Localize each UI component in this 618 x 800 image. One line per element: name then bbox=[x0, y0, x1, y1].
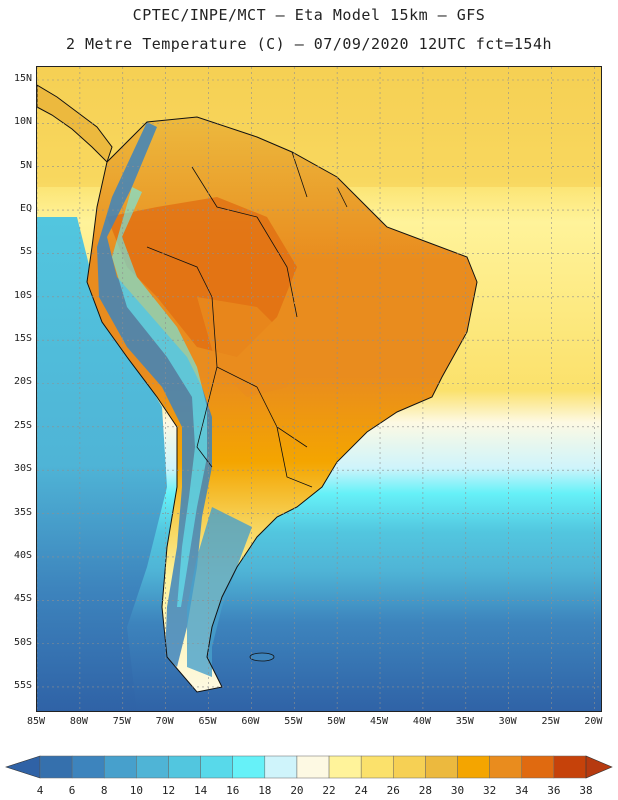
lon-tick-label: 55W bbox=[284, 716, 303, 727]
colorbar-segment bbox=[103, 755, 137, 779]
graticule bbox=[37, 67, 601, 711]
lon-tick-label: 40W bbox=[412, 716, 431, 727]
lon-tick-label: 45W bbox=[369, 716, 389, 727]
colorbar-segment bbox=[168, 755, 201, 779]
temperature-map[interactable] bbox=[36, 66, 602, 712]
lon-tick-label: 60W bbox=[241, 716, 260, 727]
colorbar-tick-label: 22 bbox=[322, 784, 336, 797]
colorbar-tick-label: 4 bbox=[36, 784, 44, 797]
lat-tick-label: 55S bbox=[13, 679, 32, 691]
lon-tick-label: 80W bbox=[69, 716, 88, 727]
lon-tick-label: 85W bbox=[26, 716, 46, 727]
colorbar-segment bbox=[136, 755, 169, 779]
colorbar-segment bbox=[360, 755, 394, 779]
pacific-field bbox=[37, 217, 167, 711]
map-canvas bbox=[37, 67, 601, 711]
colorbar-tick-label: 6 bbox=[68, 784, 76, 797]
lat-tick-label: 10S bbox=[13, 289, 32, 301]
colorbar bbox=[5, 755, 613, 779]
colorbar-segment bbox=[264, 755, 298, 779]
colorbar-tick-label: 20 bbox=[290, 784, 304, 797]
lat-tick-label: 45S bbox=[13, 593, 32, 605]
colorbar-tick-label: 14 bbox=[193, 784, 208, 797]
lat-tick-label: 25S bbox=[13, 419, 32, 431]
andes-cold-band bbox=[97, 122, 212, 667]
colorbar-segment bbox=[425, 755, 458, 779]
colorbar-high-arrow bbox=[585, 755, 613, 779]
colorbar-segment bbox=[296, 755, 330, 779]
chart-title: CPTEC/INPE/MCT – Eta Model 15km – GFS bbox=[132, 6, 486, 24]
colorbar-low-arrow bbox=[5, 755, 41, 779]
lon-tick-label: 35W bbox=[455, 716, 474, 727]
colorbar-segment bbox=[393, 755, 426, 779]
lon-tick-label: 20W bbox=[584, 716, 603, 727]
colorbar-tick-label: 38 bbox=[579, 784, 593, 797]
lat-tick-label: 30S bbox=[13, 463, 32, 475]
lon-tick-label: 70W bbox=[155, 716, 174, 727]
central-america bbox=[37, 84, 113, 163]
colorbar-tick-label: 32 bbox=[483, 784, 497, 797]
colorbar-tick-label: 36 bbox=[547, 784, 561, 797]
colorbar-tick-label: 10 bbox=[129, 784, 143, 797]
lat-tick-label: 15S bbox=[13, 333, 32, 345]
lat-tick-label: 20S bbox=[13, 376, 32, 388]
colorbar-tick-label: 26 bbox=[386, 784, 400, 797]
colorbar-segment bbox=[489, 755, 523, 779]
lat-tick-label: 5S bbox=[19, 246, 32, 258]
colorbar-segment bbox=[328, 755, 362, 779]
lat-tick-label: 15N bbox=[13, 73, 32, 84]
central-hotspot bbox=[197, 297, 297, 397]
lon-tick-label: 50W bbox=[327, 716, 346, 727]
colorbar-tick-label: 12 bbox=[161, 784, 176, 797]
lat-tick-label: 40S bbox=[13, 549, 32, 561]
colorbar-tick-label: 30 bbox=[450, 784, 465, 797]
colorbar-segment bbox=[200, 755, 233, 779]
colorbar-tick-label: 16 bbox=[226, 784, 240, 797]
lat-tick-label: 10N bbox=[13, 116, 32, 128]
colorbar-tick-label: 8 bbox=[100, 784, 108, 797]
lon-tick-label: 75W bbox=[112, 716, 131, 727]
lat-tick-label: 50S bbox=[13, 636, 32, 648]
colorbar-tick-label: 28 bbox=[418, 784, 433, 797]
falkland-islands bbox=[249, 652, 275, 662]
colorbar-segment bbox=[457, 755, 490, 779]
lat-tick-label: EQ bbox=[19, 203, 32, 215]
coastline bbox=[86, 116, 478, 693]
colorbar-tick-label: 24 bbox=[354, 784, 368, 797]
colorbar-segment bbox=[521, 755, 555, 779]
colorbar-segment bbox=[39, 755, 73, 779]
colorbar-tick-label: 34 bbox=[515, 784, 529, 797]
andes-highlands bbox=[112, 187, 207, 607]
lon-tick-label: 25W bbox=[541, 716, 560, 727]
lat-tick-label: 35S bbox=[13, 506, 32, 518]
patagonia-cool bbox=[187, 507, 252, 677]
lat-tick-label: 5N bbox=[19, 159, 32, 171]
colorbar-segment bbox=[553, 755, 587, 779]
lon-tick-label: 30W bbox=[498, 716, 517, 727]
colorbar-segment bbox=[71, 755, 105, 779]
colorbar-segment bbox=[232, 755, 266, 779]
lon-tick-label: 65W bbox=[198, 716, 217, 727]
chart-subtitle: 2 Metre Temperature (C) – 07/09/2020 12U… bbox=[65, 35, 553, 53]
colorbar-tick-label: 18 bbox=[258, 784, 272, 797]
